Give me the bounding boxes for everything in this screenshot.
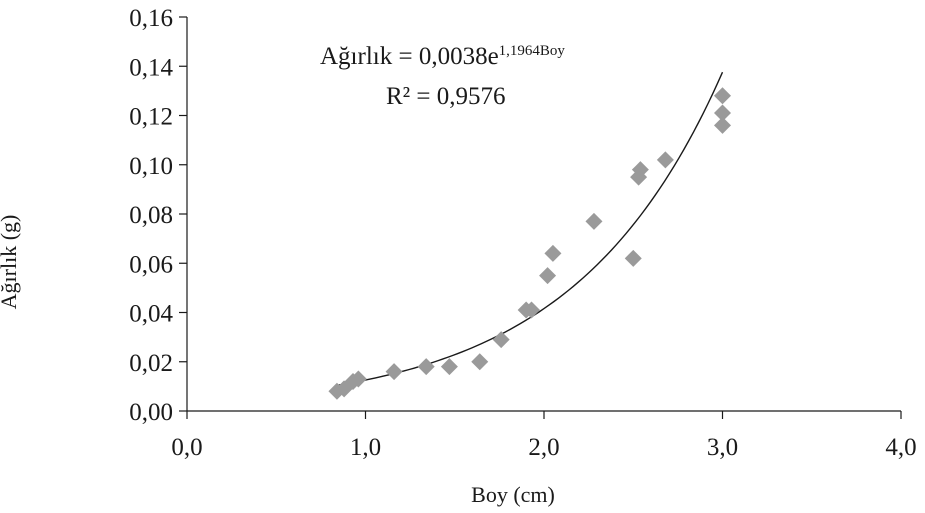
data-point [440,358,458,376]
data-point [656,151,674,169]
data-point [714,87,731,105]
r-squared-label: R² = 0,9576 [386,83,506,110]
x-tick-label: 1,0 [350,434,381,461]
y-tick-label: 0,04 [129,301,173,328]
x-tick-label: 3,0 [707,434,738,461]
data-point [471,353,489,371]
data-point [385,363,403,381]
y-tick-label: 0,16 [129,5,173,32]
trendline-curve [336,71,724,387]
data-point [539,267,557,285]
trendline [336,71,724,387]
data-point [523,301,541,319]
y-tick-label: 0,12 [129,104,173,131]
data-point [624,249,642,267]
data-point [544,244,562,262]
equation-exponent: 1,1964Boy [499,43,566,59]
y-tick-label: 0,14 [129,54,173,81]
x-tick-label: 4,0 [885,434,916,461]
y-tick-label: 0,10 [129,153,173,180]
y-tick-label: 0,02 [129,350,173,377]
y-axis: 0,00 0,02 0,04 0,06 0,08 0,10 0,12 0,14 0,16 [129,5,188,426]
data-point [631,161,649,179]
data-point [417,358,435,376]
data-points [328,87,731,400]
x-tick-label: 0,0 [171,434,202,461]
x-tick-label: 2,0 [528,434,559,461]
y-tick-label: 0,08 [129,202,173,229]
equation-label: Ağırlık = 0,0038e1,1964Boy [320,43,565,70]
data-point [714,104,731,122]
data-point [714,116,731,134]
data-point [585,212,603,230]
y-tick-label: 0,00 [129,399,173,426]
data-point [349,370,367,388]
x-axis: 0,0 1,0 2,0 3,0 4,0 [171,410,917,461]
x-axis-title: Boy (cm) [471,482,555,507]
data-point [492,331,510,349]
y-axis-title: Ağırlık (g) [0,215,21,310]
y-tick-label: 0,06 [129,251,173,278]
equation-prefix: Ağırlık = 0,0038e [320,43,499,70]
